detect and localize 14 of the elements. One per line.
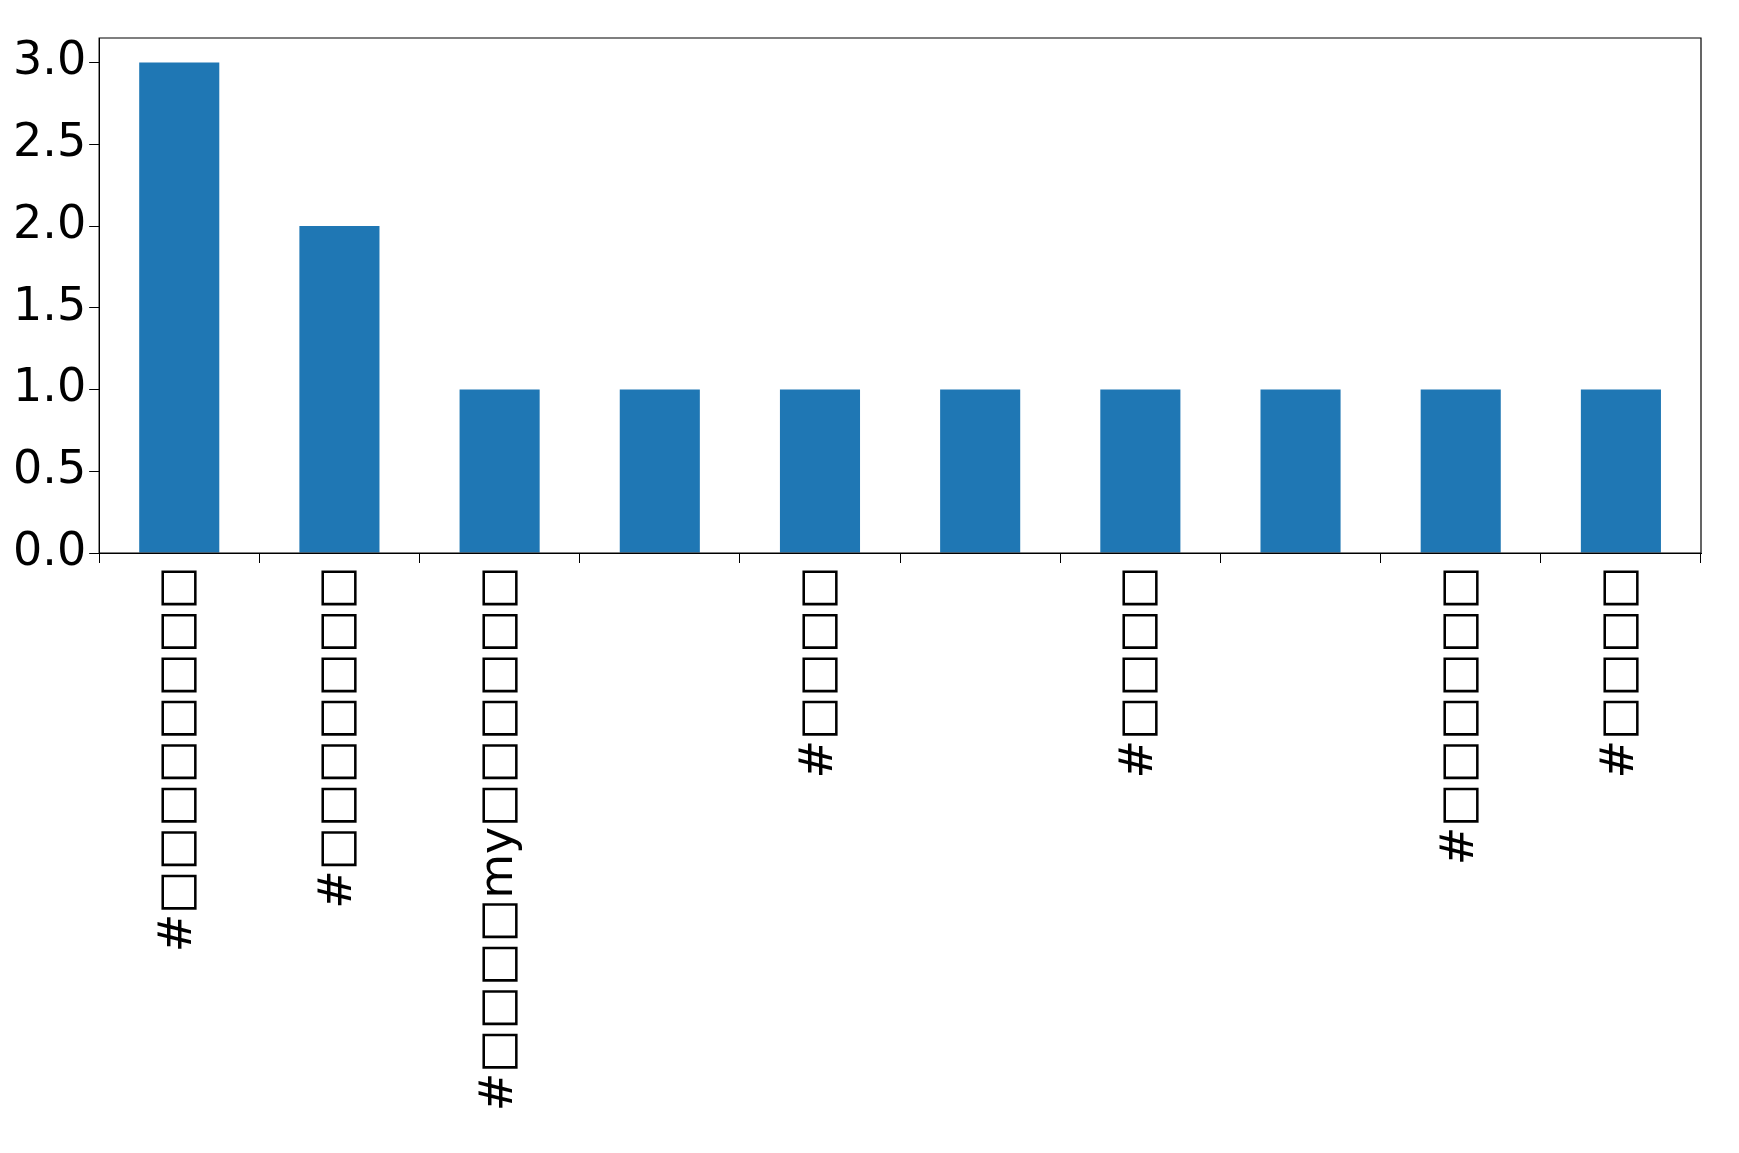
y-tick-label: 1.5: [13, 276, 87, 331]
x-tick-label: #□□□□□□□□: [148, 566, 203, 953]
x-tick-label: #□□□□□□: [1429, 566, 1484, 866]
x-tick-label: #□□□□my□□□□□□: [468, 566, 523, 1112]
x-tick-label: #□□□□□□□: [308, 566, 363, 909]
x-tick-label: #□□□□: [1589, 566, 1644, 779]
x-tick-label: #□□□□: [1109, 566, 1164, 779]
y-tick-label: 0.5: [13, 440, 87, 495]
y-tick-label: 2.0: [13, 194, 87, 249]
y-tick-label: 2.5: [13, 113, 87, 168]
y-tick-label: 1.0: [13, 358, 87, 413]
y-tick-label: 0.0: [13, 521, 87, 576]
y-tick-label: 3.0: [13, 31, 87, 86]
x-tick-label: #□□□□: [788, 566, 843, 779]
